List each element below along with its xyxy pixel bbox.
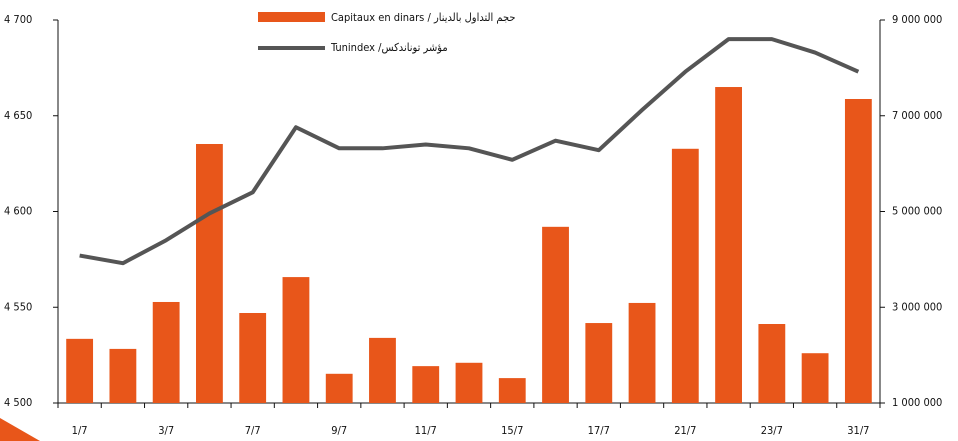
- bar: [66, 338, 94, 403]
- bar: [671, 148, 699, 403]
- x-tick-label: 3/7: [158, 424, 174, 437]
- x-tick-label: 11/7: [415, 424, 437, 437]
- y2-tick-label: 7 000 000: [892, 109, 942, 122]
- corner-arrow: [0, 418, 40, 441]
- bar: [282, 277, 310, 403]
- y2-tick-label: 5 000 000: [892, 205, 942, 218]
- bar: [369, 337, 396, 403]
- bar: [758, 324, 786, 403]
- y2-tick-label: 9 000 000: [892, 13, 942, 26]
- bar: [844, 98, 872, 404]
- bar: [109, 348, 137, 403]
- legend-label: Capitaux en dinars / حجم التداول بالدينا…: [331, 11, 516, 24]
- bar: [196, 143, 223, 403]
- y-tick-label: 4 700: [4, 13, 32, 26]
- x-tick-label: 21/7: [674, 424, 696, 437]
- x-tick-label: 17/7: [588, 424, 610, 437]
- y-tick-label: 4 550: [4, 300, 32, 313]
- bar: [715, 87, 742, 404]
- y-tick-label: 4 500: [4, 396, 32, 409]
- legend-swatch: [258, 12, 325, 22]
- bar: [585, 323, 613, 403]
- x-tick-label: 1/7: [72, 424, 88, 437]
- bar: [542, 226, 569, 403]
- y2-tick-label: 3 000 000: [892, 300, 942, 313]
- y-tick-label: 4 600: [4, 205, 32, 218]
- y-tick-label: 4 650: [4, 109, 32, 122]
- line: [79, 37, 860, 266]
- legend: Capitaux en dinars / حجم التداول بالدينا…: [258, 11, 516, 54]
- y2-tick-label: 1 000 000: [892, 396, 942, 409]
- legend-label: Tunindex /مؤشر توناندكس: [330, 41, 448, 54]
- bar: [455, 362, 483, 403]
- bar: [628, 302, 656, 403]
- bar: [801, 353, 829, 403]
- x-tick-label: 31/7: [847, 424, 869, 437]
- bar: [239, 312, 267, 403]
- bar: [412, 366, 440, 403]
- x-tick-label: 23/7: [761, 424, 783, 437]
- x-tick-label: 9/7: [331, 424, 347, 437]
- bar: [152, 301, 180, 403]
- bar: [498, 378, 526, 403]
- bar: [325, 373, 353, 403]
- x-tick-label: 7/7: [245, 424, 261, 437]
- x-tick-label: 15/7: [501, 424, 523, 437]
